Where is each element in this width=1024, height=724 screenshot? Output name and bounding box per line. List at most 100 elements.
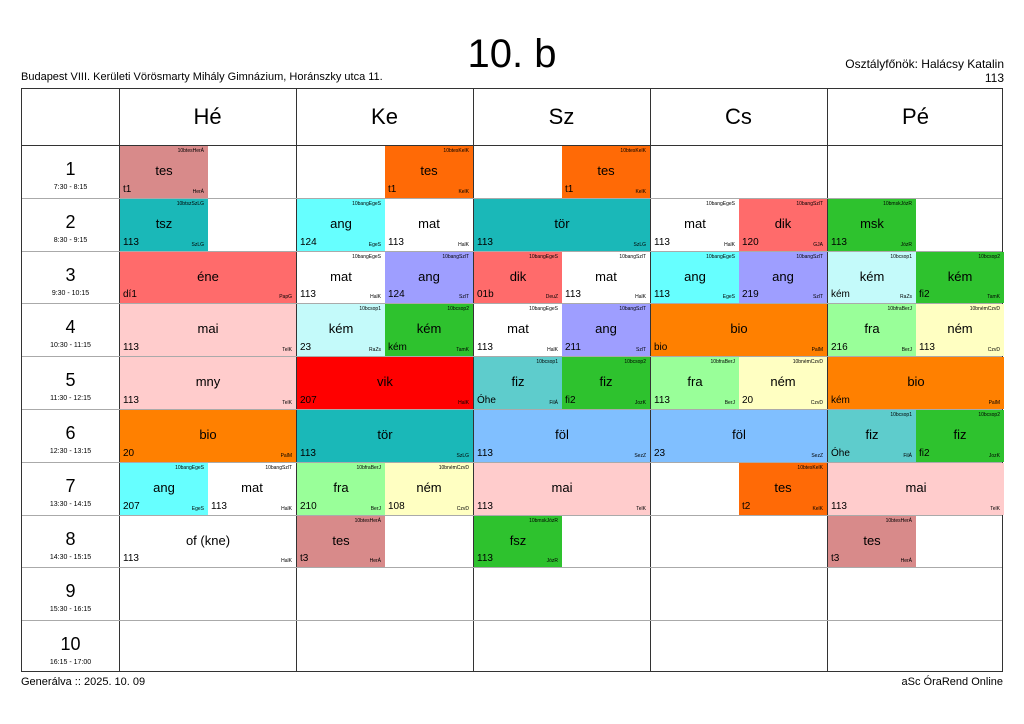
lesson-card[interactable]: éne dí1 PapG <box>120 251 296 304</box>
lesson-card[interactable]: mai 113 TelK <box>120 304 296 357</box>
lesson-group: 10bangEgeS <box>352 253 381 260</box>
lesson-subject: tes <box>155 163 173 178</box>
lesson-card[interactable]: mat 113 HalK <box>385 198 473 251</box>
lesson-group: 10bcsop2 <box>624 359 646 366</box>
lesson-card[interactable]: 10bangEgeS mat 113 HalK <box>297 251 385 304</box>
lesson-card[interactable]: 10bcsop1 fiz Óhe FilÁ <box>474 357 562 409</box>
lesson-teacher: JozK <box>988 452 1000 459</box>
lesson-room: fi2 <box>565 394 576 406</box>
lesson-card[interactable]: 10bangEgeS ang 207 EgeS <box>120 462 208 515</box>
lesson-room: 113 <box>477 553 493 565</box>
lesson-teacher: KelK <box>458 188 469 195</box>
lesson-teacher: BerJ <box>724 399 735 406</box>
grid-hline <box>22 250 1002 252</box>
lesson-card[interactable]: 10bangEgeS ang 113 EgeS <box>651 251 739 304</box>
lesson-card[interactable]: bio 20 PalM <box>120 410 296 462</box>
lesson-card[interactable]: 10bangSzlT mat 113 HalK <box>562 251 650 304</box>
lesson-teacher: SezZ <box>811 452 823 459</box>
lesson-group: 10bangEgeS <box>352 200 381 207</box>
lesson-card[interactable]: 10bangSzlT mat 113 HalK <box>208 462 296 515</box>
lesson-card[interactable]: 10bmskJózR msk 113 JózR <box>828 198 916 251</box>
lesson-card[interactable]: mai 113 TelK <box>474 462 650 515</box>
lesson-card[interactable]: föl 113 SezZ <box>474 410 650 462</box>
lesson-card[interactable]: 10bangSzlT ang 211 SzlT <box>562 304 650 357</box>
lesson-group: 10bangEgeS <box>529 253 558 260</box>
lesson-card[interactable]: 10bnémCzvD ném 113 CzvD <box>916 304 1004 357</box>
lesson-room: 113 <box>477 236 493 248</box>
lesson-subject: vik <box>377 374 393 390</box>
lesson-subject: éne <box>197 268 219 284</box>
lesson-card[interactable]: of (kne) 113 HalK <box>120 515 296 568</box>
lesson-teacher: HalK <box>547 347 558 354</box>
lesson-card[interactable]: 10bangEgeS mat 113 HalK <box>474 304 562 357</box>
lesson-group: 10bangSzlT <box>619 253 646 260</box>
lesson-teacher: TamK <box>987 294 1000 301</box>
day-header: Ke <box>371 104 398 129</box>
lesson-card[interactable]: 10btesHerÁ tes t3 HerÁ <box>297 515 385 568</box>
period-label: 3 9:30 - 10:15 <box>22 251 119 304</box>
lesson-card[interactable]: 10btesKelK tes t1 KelK <box>562 146 650 198</box>
period-time: 14:30 - 15:15 <box>49 553 92 561</box>
lesson-teacher: KelK <box>812 505 823 512</box>
lesson-card[interactable]: bio kém PalM <box>828 357 1004 409</box>
period-number: 2 <box>65 211 76 232</box>
lesson-group: 10bfraBerJ <box>887 306 912 313</box>
lesson-card[interactable]: 10btesHerÁ tes t3 HerÁ <box>828 515 916 568</box>
lesson-teacher: TelK <box>282 399 292 406</box>
lesson-card[interactable]: 10bcsop1 fiz Óhe FilÁ <box>828 410 916 462</box>
lesson-teacher: TelK <box>990 505 1000 512</box>
lesson-card[interactable]: 10bcsop2 kém fi2 TamK <box>916 251 1004 304</box>
lesson-card[interactable]: 10bangEgeS ang 124 EgeS <box>297 198 385 251</box>
lesson-room: 113 <box>123 394 139 406</box>
lesson-card[interactable]: 10bfraBerJ fra 113 BerJ <box>651 357 739 409</box>
lesson-card[interactable]: 10bcsop2 fiz fi2 JozK <box>562 357 650 409</box>
lesson-card[interactable]: 10btesKelK tes t1 KelK <box>385 146 473 198</box>
lesson-teacher: EgeS <box>368 241 381 248</box>
lesson-card[interactable]: 10bnémCzvD ném 20 CzvD <box>739 357 827 409</box>
lesson-card[interactable]: 10bmskJózR fsz 113 JózR <box>474 515 562 568</box>
grid-hline <box>22 197 1002 199</box>
lesson-card[interactable]: tör 113 SzLG <box>297 410 473 462</box>
timetable-grid: Hé Ke Sz Cs Pé 1 7:30 - 8:15 2 8:30 - 9:15 3 9:30 … <box>21 88 1004 672</box>
grid-vline <box>827 89 828 671</box>
lesson-teacher: RaZs <box>369 347 381 354</box>
lesson-room: 207 <box>123 500 140 512</box>
lesson-subject: mai <box>551 479 573 495</box>
lesson-card[interactable]: 10bangSzlT dik 120 GJA <box>739 198 827 251</box>
lesson-card[interactable]: 10bfraBerJ fra 216 BerJ <box>828 304 916 357</box>
lesson-teacher: SzLG <box>191 241 204 248</box>
day-header: Cs <box>725 104 752 129</box>
lesson-card[interactable]: vik 207 HalK <box>297 357 473 409</box>
lesson-card[interactable]: 10bcsop2 fiz fi2 JozK <box>916 410 1004 462</box>
lesson-teacher: BerJ <box>370 505 381 512</box>
lesson-subject: ang <box>772 268 794 284</box>
lesson-group: 10bcsop1 <box>359 306 381 313</box>
lesson-card[interactable]: bio bio PalM <box>651 304 827 357</box>
lesson-card[interactable]: 10btszSzLG tsz 113 SzLG <box>120 198 208 251</box>
lesson-card[interactable]: 10bcsop1 kém 23 RaZs <box>297 304 385 357</box>
lesson-card[interactable]: mny 113 TelK <box>120 357 296 409</box>
lesson-teacher: PapG <box>279 294 292 301</box>
lesson-card[interactable]: 10btesHerÁ tes t1 HerÁ <box>120 146 208 198</box>
period-time: 9:30 - 10:15 <box>51 289 90 297</box>
lesson-room: 113 <box>919 342 935 354</box>
lesson-card[interactable]: tör 113 SzLG <box>474 198 650 251</box>
lesson-teacher: TelK <box>636 505 646 512</box>
lesson-teacher: EgeS <box>722 294 735 301</box>
lesson-card[interactable]: 10bnémCzvD ném 108 CzvD <box>385 462 473 515</box>
lesson-card[interactable]: 10bangSzlT ang 219 SzlT <box>739 251 827 304</box>
lesson-card[interactable]: mai 113 TelK <box>828 462 1004 515</box>
lesson-card[interactable]: 10bangEgeS mat 113 HalK <box>651 198 739 251</box>
period-time: 10:30 - 11:15 <box>50 342 91 350</box>
lesson-card[interactable]: föl 23 SezZ <box>651 410 827 462</box>
lesson-teacher: SzlT <box>813 294 823 301</box>
lesson-card[interactable]: 10bcsop1 kém kém RaZs <box>828 251 916 304</box>
lesson-card[interactable]: 10bcsop2 kém kém TamK <box>385 304 473 357</box>
period-time: 8:30 - 9:15 <box>53 236 88 244</box>
lesson-card[interactable]: 10btesKelK tes t2 KelK <box>739 462 827 515</box>
lesson-card[interactable]: 10bangEgeS dik 01b DeuZ <box>474 251 562 304</box>
lesson-room: 210 <box>300 500 317 512</box>
lesson-group: 10bcsop1 <box>890 253 912 260</box>
lesson-card[interactable]: 10bangSzlT ang 124 SzlT <box>385 251 473 304</box>
lesson-card[interactable]: 10bfraBerJ fra 210 BerJ <box>297 462 385 515</box>
